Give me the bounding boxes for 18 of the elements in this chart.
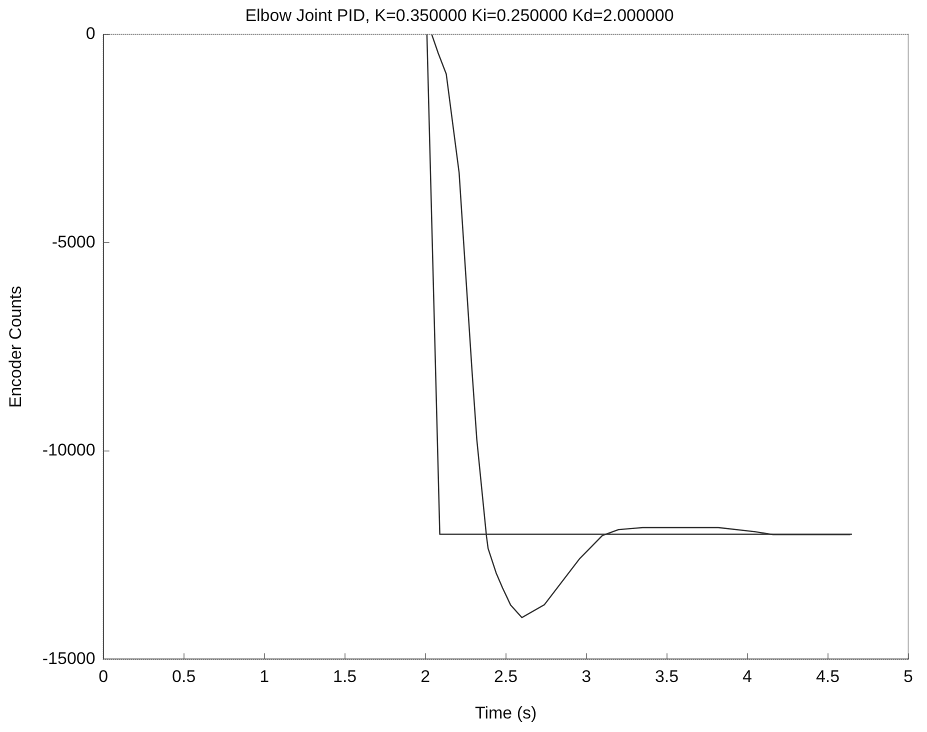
x-axis-title: Time (s) [474,703,537,722]
y-tick-label: -15000 [42,648,96,668]
x-tick-label: 5 [904,667,914,686]
x-tick-label: 2 [420,667,430,686]
y-axis-title: Encoder Counts [6,286,25,408]
y-tick-label: -10000 [42,440,96,460]
chart-title: Elbow Joint PID, K=0.350000 Ki=0.250000 Kd=2.000000 [245,6,674,25]
x-tick-label: 2.5 [494,667,518,686]
x-tick-label: 0.5 [172,667,196,686]
x-tick-label: 4 [742,667,752,686]
x-tick-label: 4.5 [816,667,840,686]
x-tick-label: 3.5 [654,667,679,686]
y-tick-label: 0 [86,24,96,44]
x-tick-label: 1.5 [332,667,357,686]
x-tick-label: 1 [260,667,270,686]
x-tick-label: 0 [98,667,108,686]
x-tick-label: 3 [582,667,592,686]
y-tick-label: -5000 [52,232,96,252]
